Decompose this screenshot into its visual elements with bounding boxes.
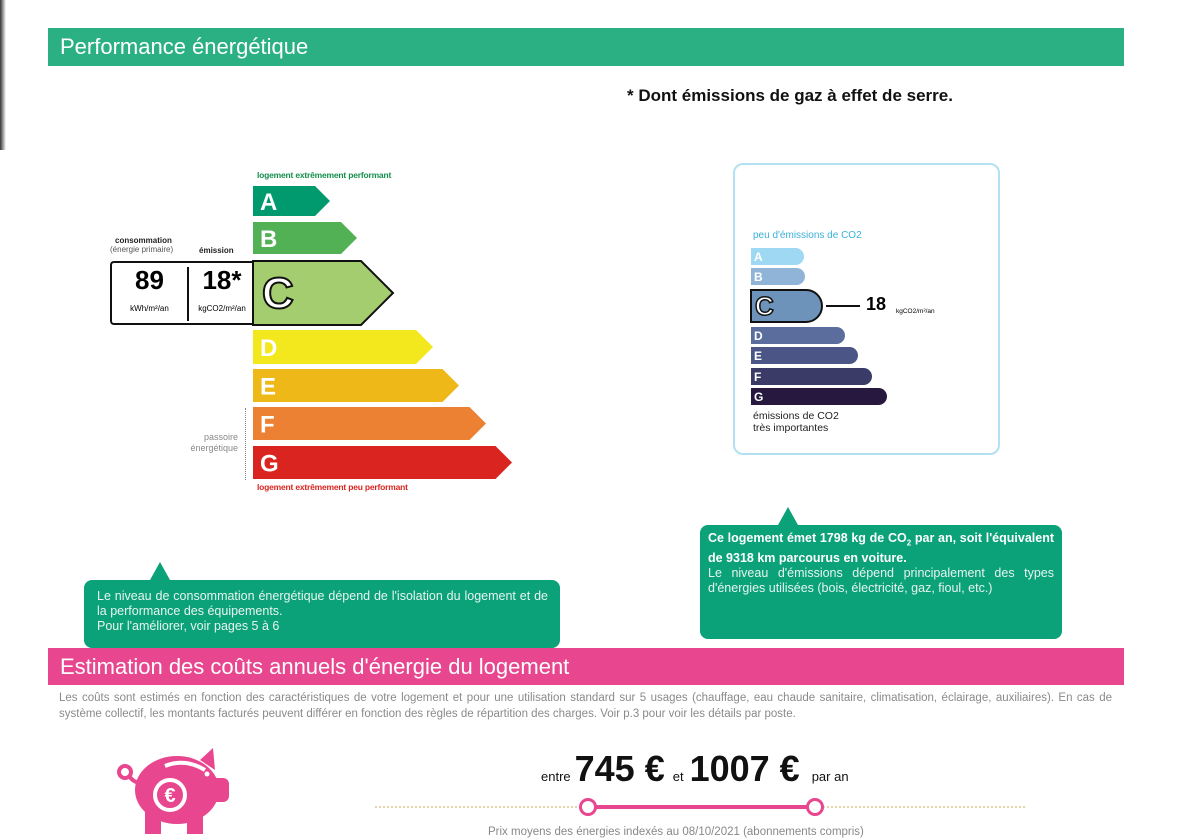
ges-class-a-bar xyxy=(751,248,804,265)
callout-left-link-text: Pour l'améliorer, voir pages 5 à 6 xyxy=(97,619,280,633)
emission-cell: 18* kgCO2/m²/an xyxy=(189,263,255,313)
dpe-bottom-label: logement extrêmement peu performant xyxy=(257,482,408,492)
ges-bottom-line2: très importantes xyxy=(753,422,829,434)
ges-class-c-bar xyxy=(750,289,823,323)
ges-class-e-bar xyxy=(751,347,858,364)
callout-right-text: Le niveau d'émissions dépend principalem… xyxy=(708,565,1054,595)
value-divider xyxy=(187,267,189,321)
consumption-unit: kWh/m²/an xyxy=(130,304,169,313)
ges-bottom-label: émissions de CO2 très importantes xyxy=(753,410,839,434)
dpe-class-c-arrow xyxy=(252,260,395,326)
consumption-header: consommation (énergie primaire) xyxy=(110,236,173,254)
dpe-class-a-arrow xyxy=(253,186,330,216)
consumption-sublabel: (énergie primaire) xyxy=(110,245,174,254)
callout-right-bold-a: Ce logement émet 1798 kg de CO xyxy=(708,531,907,545)
ges-class-b-bar xyxy=(751,268,805,285)
co2-subscript: 2 xyxy=(906,538,912,548)
cost-min-handle xyxy=(579,798,597,816)
ges-class-d-letter: D xyxy=(754,329,763,343)
ges-class-e-letter: E xyxy=(754,349,762,363)
callout-right-bold: Ce logement émet 1798 kg de CO2 par an, … xyxy=(708,531,1054,566)
piggy-bank-euro-icon: € xyxy=(117,748,229,834)
dpe-class-d-arrow xyxy=(253,330,433,364)
dpe-top-label: logement extrêmement performant xyxy=(257,170,392,180)
between-label: entre xyxy=(541,769,571,784)
costs-description: Les coûts sont estimés en fonction des c… xyxy=(59,692,1112,720)
callout-left-text: Le niveau de consommation énergétique dé… xyxy=(97,589,548,618)
ges-class-f-letter: F xyxy=(754,370,761,384)
callout-right-bold-b: par an, soit l'équivalent de 9318 km par… xyxy=(708,531,1054,565)
dpe-class-b-arrow xyxy=(253,222,357,254)
consumption-value: 89 xyxy=(135,265,164,295)
ges-class-b-letter: B xyxy=(754,270,763,284)
ges-class-a-letter: A xyxy=(754,250,763,264)
cost-max: 1007 € xyxy=(689,748,800,789)
dpe-class-f-arrow xyxy=(253,407,486,440)
performance-title: Performance énergétique xyxy=(60,34,309,59)
passoire-line2: énergétique xyxy=(190,443,238,453)
cost-range: entre 745 € et 1007 € par an xyxy=(541,748,849,790)
passoire-label: passoire énergétique xyxy=(170,432,238,454)
consumption-label: consommation xyxy=(115,236,172,245)
cost-min: 745 € xyxy=(574,748,665,789)
dpe-value-box: 89 kWh/m²/an 18* kgCO2/m²/an xyxy=(110,261,254,325)
dpe-class-d-letter: D xyxy=(260,335,277,362)
dpe-class-c-letter: C xyxy=(262,269,294,318)
ges-class-g-bar xyxy=(751,388,887,405)
left-edge-shadow xyxy=(0,0,6,150)
svg-text:€: € xyxy=(164,785,175,807)
emission-value: 18* xyxy=(202,265,242,295)
ges-unit: kgCO2/m²/an xyxy=(896,308,935,315)
ges-bottom-line1: émissions de CO2 xyxy=(753,410,839,422)
emission-callout: Ce logement émet 1798 kg de CO2 par an, … xyxy=(700,507,1062,639)
ges-class-g-letter: G xyxy=(754,390,763,404)
emission-header: émission xyxy=(199,246,234,255)
dpe-class-e-arrow xyxy=(253,369,459,402)
performance-header: Performance énergétique xyxy=(48,28,1124,66)
ges-top-label: peu d'émissions de CO2 xyxy=(753,230,862,241)
dpe-class-b-letter: B xyxy=(260,226,277,253)
ges-value: 18 xyxy=(866,294,887,314)
dpe-class-g-letter: G xyxy=(260,451,279,478)
ges-panel xyxy=(733,163,1000,455)
cost-range-bar xyxy=(588,805,815,809)
cost-max-handle xyxy=(806,798,824,816)
consumption-callout: Le niveau de consommation énergétique dé… xyxy=(84,562,560,648)
passoire-line1: passoire xyxy=(203,432,238,442)
dpe-class-f-letter: F xyxy=(260,412,275,439)
dpe-class-g-arrow xyxy=(253,446,512,479)
ges-class-d-bar xyxy=(751,327,845,344)
cost-footnote: Prix moyens des énergies indexés au 08/1… xyxy=(488,826,864,838)
consumption-cell: 89 kWh/m²/an xyxy=(112,263,187,313)
ges-class-c-letter: C xyxy=(755,291,774,321)
passoire-divider xyxy=(245,408,246,480)
per-year-label: par an xyxy=(811,769,849,784)
emission-unit: kgCO2/m²/an xyxy=(198,304,246,313)
and-label: et xyxy=(672,769,684,784)
ges-footnote: * Dont émissions de gaz à effet de serre… xyxy=(627,86,953,105)
ges-class-f-bar xyxy=(751,368,872,385)
dpe-class-a-letter: A xyxy=(260,189,277,216)
dpe-class-e-letter: E xyxy=(260,374,276,401)
costs-title: Estimation des coûts annuels d'énergie d… xyxy=(60,653,570,679)
costs-header: Estimation des coûts annuels d'énergie d… xyxy=(48,648,1124,685)
